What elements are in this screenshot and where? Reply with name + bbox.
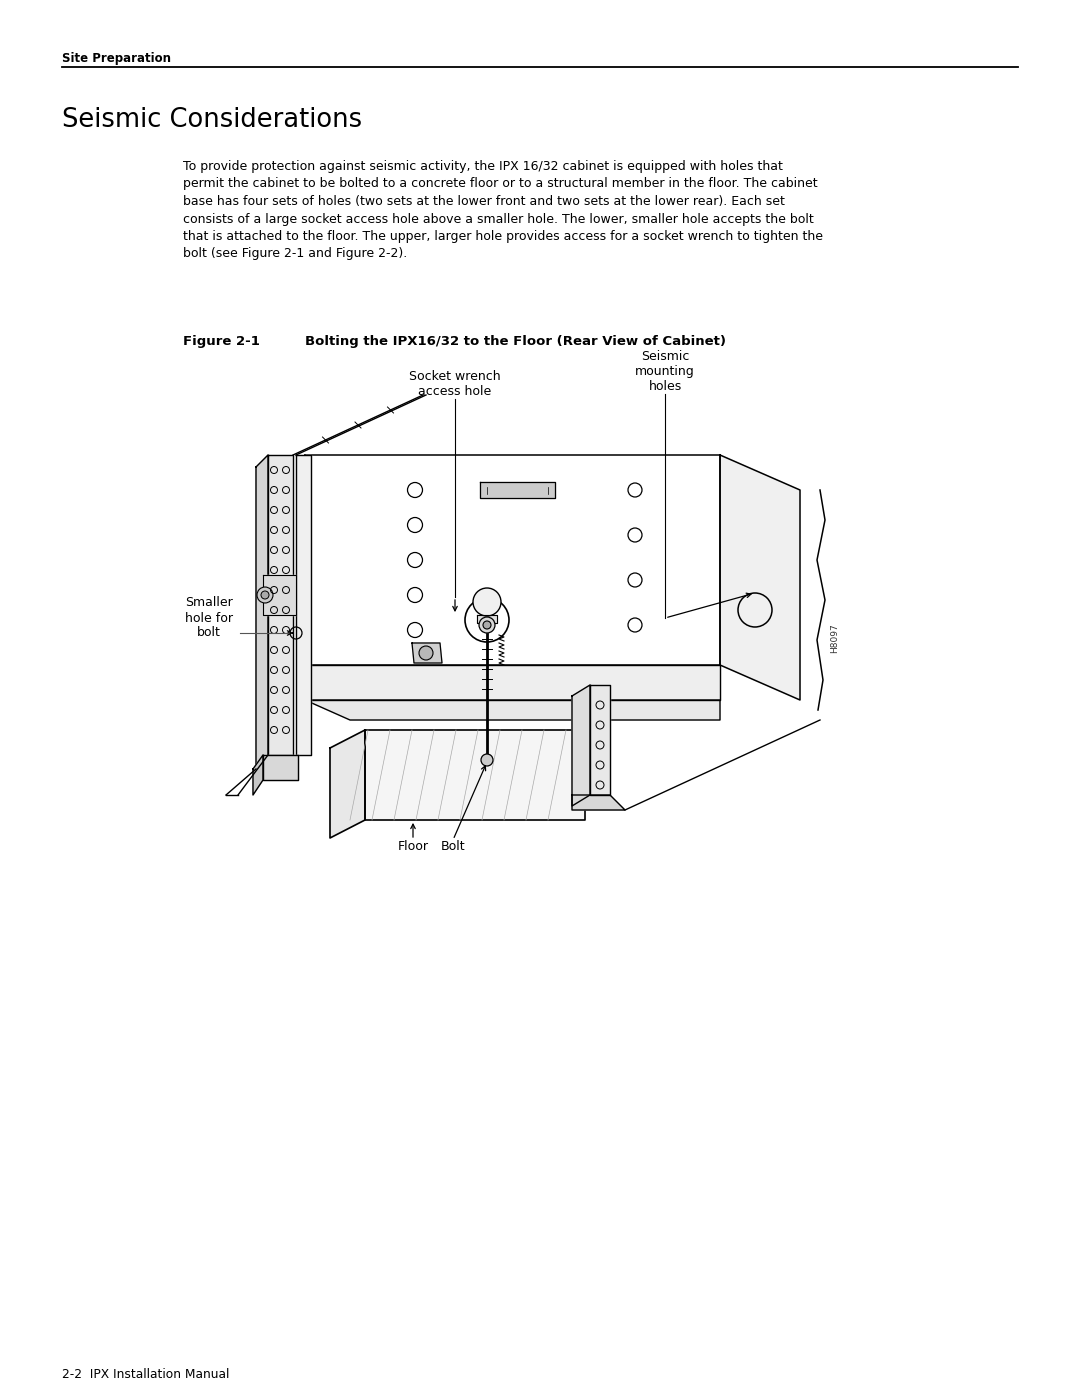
Polygon shape <box>411 643 442 664</box>
Polygon shape <box>590 685 610 795</box>
Polygon shape <box>264 754 298 780</box>
Text: Smaller
hole for
bolt: Smaller hole for bolt <box>185 597 233 640</box>
Circle shape <box>480 617 495 633</box>
Text: Seismic Considerations: Seismic Considerations <box>62 108 362 133</box>
Text: Bolt: Bolt <box>441 840 465 854</box>
Text: consists of a large socket access hole above a smaller hole. The lower, smaller : consists of a large socket access hole a… <box>183 212 813 225</box>
Polygon shape <box>264 576 296 615</box>
Text: base has four sets of holes (two sets at the lower front and two sets at the low: base has four sets of holes (two sets at… <box>183 196 785 208</box>
Text: Bolting the IPX16/32 to the Floor (Rear View of Cabinet): Bolting the IPX16/32 to the Floor (Rear … <box>305 335 726 348</box>
Polygon shape <box>477 615 497 623</box>
Text: Figure 2-1: Figure 2-1 <box>183 335 260 348</box>
Text: Floor: Floor <box>397 840 429 854</box>
Text: 2-2  IPX Installation Manual: 2-2 IPX Installation Manual <box>62 1368 229 1382</box>
Circle shape <box>473 588 501 616</box>
Text: Seismic
mounting
holes: Seismic mounting holes <box>635 351 694 393</box>
Text: H8097: H8097 <box>831 623 839 652</box>
Polygon shape <box>720 455 800 700</box>
Circle shape <box>483 622 491 629</box>
Text: permit the cabinet to be bolted to a concrete floor or to a structural member in: permit the cabinet to be bolted to a con… <box>183 177 818 190</box>
Polygon shape <box>480 482 555 497</box>
Polygon shape <box>572 685 590 806</box>
Polygon shape <box>305 455 720 665</box>
Circle shape <box>419 645 433 659</box>
Polygon shape <box>365 731 585 820</box>
Polygon shape <box>253 754 264 795</box>
Polygon shape <box>330 731 365 838</box>
Text: To provide protection against seismic activity, the IPX 16/32 cabinet is equippe: To provide protection against seismic ac… <box>183 161 783 173</box>
Text: Socket wrench
access hole: Socket wrench access hole <box>409 370 501 398</box>
Polygon shape <box>296 455 311 754</box>
Text: Site Preparation: Site Preparation <box>62 52 171 66</box>
Polygon shape <box>256 455 268 768</box>
Text: that is attached to the floor. The upper, larger hole provides access for a sock: that is attached to the floor. The upper… <box>183 231 823 243</box>
Text: bolt (see Figure 2-1 and Figure 2-2).: bolt (see Figure 2-1 and Figure 2-2). <box>183 247 407 260</box>
Circle shape <box>257 587 273 604</box>
Circle shape <box>481 754 492 766</box>
Polygon shape <box>305 665 720 700</box>
Polygon shape <box>572 795 625 810</box>
Polygon shape <box>268 455 293 754</box>
Polygon shape <box>305 700 720 719</box>
Circle shape <box>261 591 269 599</box>
